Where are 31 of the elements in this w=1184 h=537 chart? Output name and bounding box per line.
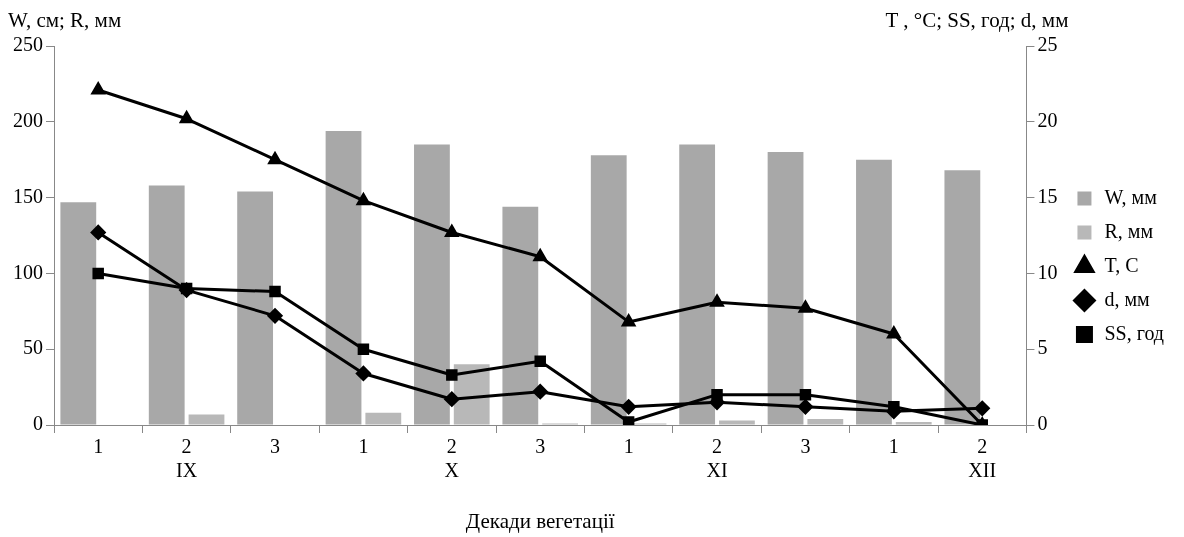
- y2-tick-label: 25: [1037, 33, 1058, 56]
- x-tick-label: 2 XII: [968, 435, 997, 482]
- x-tick-label: 2 IX: [176, 435, 198, 482]
- y-tick-label: 50: [23, 336, 43, 359]
- y2-tick-label: 20: [1037, 109, 1058, 132]
- y-tick-label: 250: [13, 33, 43, 56]
- legend-label: W, мм: [1104, 185, 1158, 208]
- y2-axis-title: T , °C; SS, год; d, мм: [885, 8, 1069, 33]
- y-tick-label: 100: [13, 260, 43, 283]
- y2-tick-label: 5: [1037, 336, 1048, 359]
- y-tick-label: 200: [13, 109, 43, 132]
- x-tick-label: 3: [800, 435, 811, 458]
- x-axis-title: Декади вегетації: [465, 509, 615, 533]
- x-tick-label: 2 XI: [706, 435, 728, 482]
- y-tick-label: 150: [13, 184, 43, 207]
- x-tick-label: 3: [535, 435, 546, 458]
- x-tick-label: 2 X: [444, 435, 460, 482]
- y2-tick-label: 10: [1037, 260, 1058, 283]
- y2-tick-label: 15: [1037, 184, 1058, 207]
- x-tick-label: 1: [888, 435, 899, 458]
- x-tick-label: 1: [623, 435, 634, 458]
- legend-label: T, C: [1104, 253, 1139, 276]
- y-axis-title: W, см; R, мм: [8, 8, 122, 33]
- x-tick-label: 1: [93, 435, 104, 458]
- y2-tick-label: 0: [1037, 412, 1048, 435]
- legend-label: R, мм: [1104, 219, 1154, 242]
- x-tick-label: 1: [358, 435, 369, 458]
- y-tick-label: 0: [33, 412, 43, 435]
- legend-label: SS, год: [1104, 321, 1165, 345]
- legend-label: d, мм: [1104, 287, 1151, 310]
- x-tick-label: 3: [270, 435, 281, 458]
